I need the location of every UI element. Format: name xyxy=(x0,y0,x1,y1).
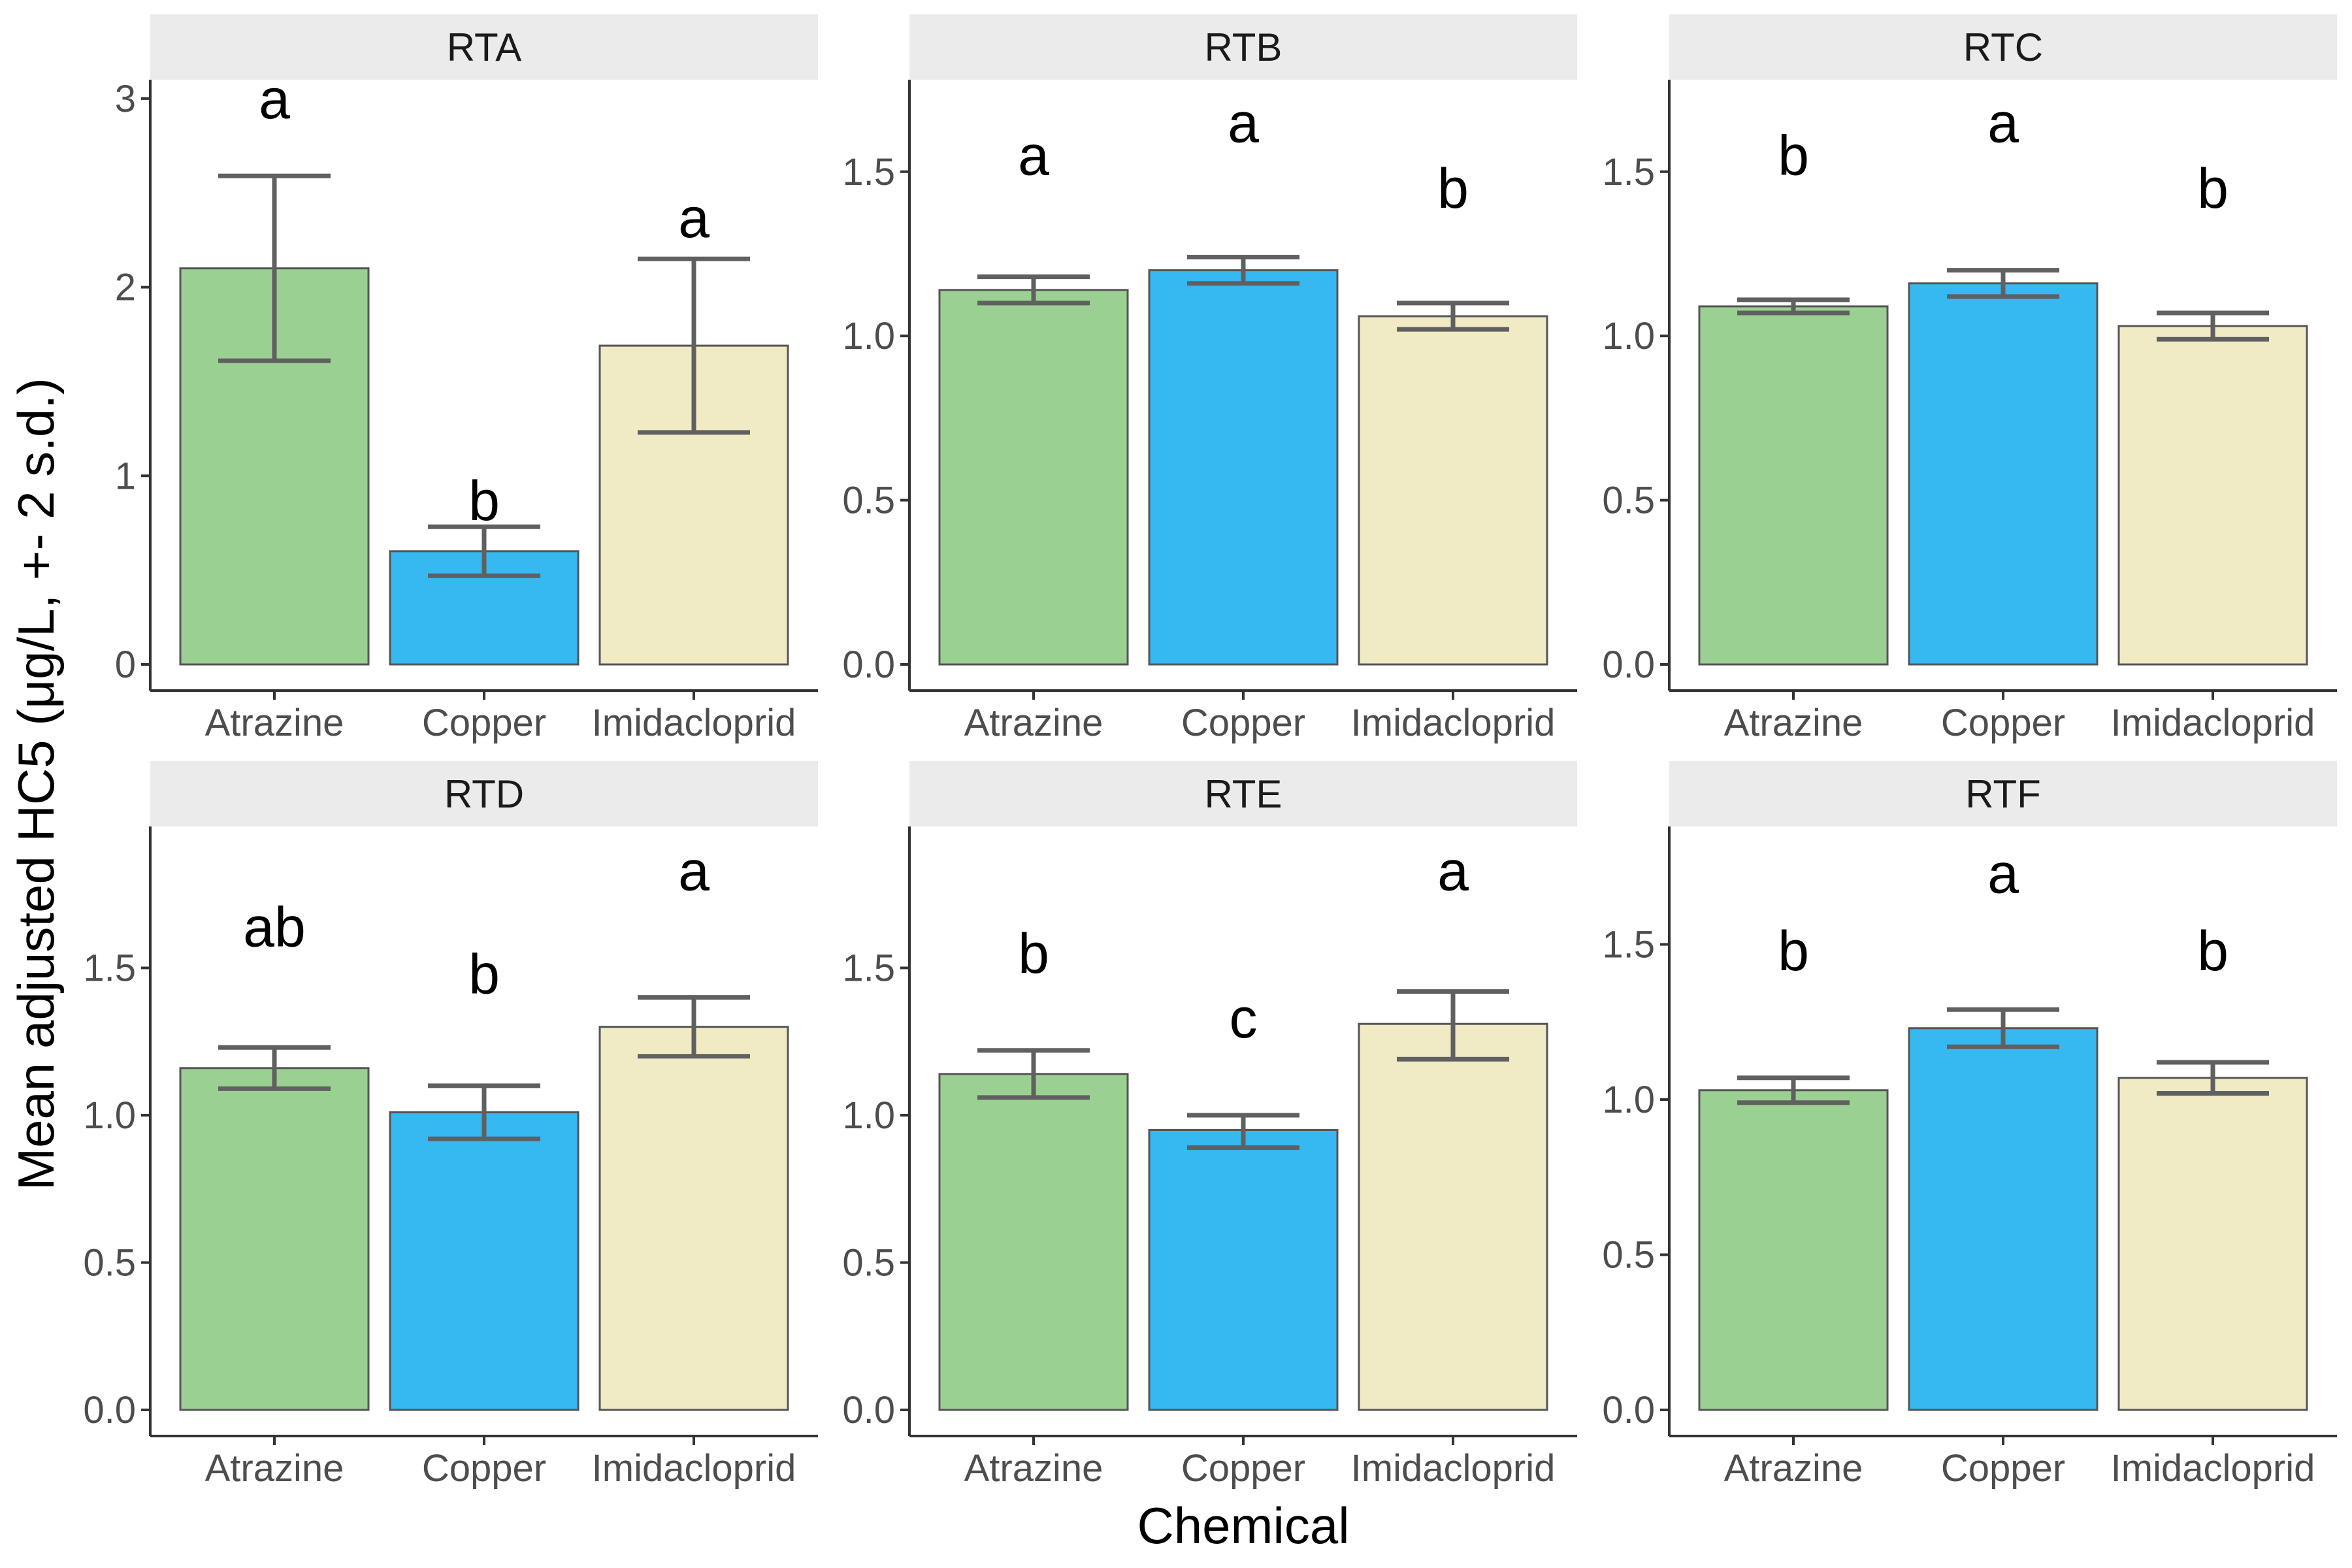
y-tick-label: 3 xyxy=(115,78,136,120)
x-tick-label: Atrazine xyxy=(964,1447,1103,1490)
significance-letter: a xyxy=(1437,840,1469,903)
y-tick-label: 2 xyxy=(115,267,136,309)
significance-letter: a xyxy=(1987,842,2019,905)
panel-rtf: RTF 0.0 0.5 1.0 1.5 Atrazine b Copper a Imidaclop… xyxy=(1602,761,2337,1490)
x-tick-label: Copper xyxy=(1181,1447,1305,1490)
significance-letter: a xyxy=(1228,91,1259,154)
bar-atrazine xyxy=(1698,1089,1889,1411)
y-tick-label: 0.0 xyxy=(1602,1389,1655,1431)
y-tick-label: 1.5 xyxy=(1602,924,1655,966)
x-tick-label: Imidacloprid xyxy=(592,702,796,744)
y-tick-label: 1.0 xyxy=(842,1094,895,1137)
bar-imidacloprid xyxy=(2117,1077,2308,1411)
x-axis-title: Chemical xyxy=(1137,1497,1349,1554)
bar-copper xyxy=(1908,282,2099,666)
facet-title: RTB xyxy=(1205,25,1282,69)
significance-letter: a xyxy=(678,840,710,903)
panel-rte: RTE 0.0 0.5 1.0 1.5 Atrazine b Copper c Imidaclop… xyxy=(842,761,1577,1490)
bar-atrazine xyxy=(938,289,1129,666)
y-tick-label: 1.0 xyxy=(1602,315,1655,357)
y-tick-label: 1.5 xyxy=(83,947,136,989)
x-tick-label: Copper xyxy=(422,1447,546,1490)
facet-panels: RTA 0 1 2 3 Atrazine a Copper b Imidacloprid a RTB 0… xyxy=(83,14,2337,1490)
bar-copper xyxy=(1148,269,1339,666)
x-tick-label: Copper xyxy=(1941,702,2065,744)
facet-strip xyxy=(150,14,818,80)
x-tick-label: Imidacloprid xyxy=(2111,702,2315,744)
x-tick-label: Imidacloprid xyxy=(1351,1447,1556,1490)
significance-letter: b xyxy=(468,943,500,1006)
bar-copper xyxy=(389,1111,580,1411)
facet-title: RTF xyxy=(1965,772,2041,816)
panel-rtd: RTD 0.0 0.5 1.0 1.5 Atrazine ab Copper b Imidaclo… xyxy=(83,761,818,1490)
y-tick-label: 1 xyxy=(115,455,136,497)
y-axis-title: Mean adjusted HC5 (μg/L, +- 2 s.d.) xyxy=(7,378,65,1190)
bar-copper xyxy=(1908,1027,2099,1411)
y-tick-label: 0.0 xyxy=(1602,644,1655,686)
x-tick-label: Atrazine xyxy=(1724,1447,1863,1490)
x-tick-label: Copper xyxy=(1941,1447,2065,1490)
facet-title: RTE xyxy=(1205,772,1282,816)
x-tick-label: Atrazine xyxy=(964,702,1103,744)
significance-letter: b xyxy=(1437,157,1469,220)
x-tick-label: Copper xyxy=(422,702,546,744)
significance-letter: b xyxy=(1018,923,1049,985)
panel-rtc: RTC 0.0 0.5 1.0 1.5 Atrazine b Copper a Imidaclop… xyxy=(1602,14,2337,744)
bar-imidacloprid xyxy=(598,1026,789,1411)
facet-strip xyxy=(1669,761,2337,826)
bar-imidacloprid xyxy=(1358,1022,1548,1411)
facet-strip xyxy=(909,14,1577,80)
facet-title: RTC xyxy=(1963,25,2043,69)
bar-imidacloprid xyxy=(2117,325,2308,666)
bar-atrazine xyxy=(938,1073,1129,1411)
significance-letter: b xyxy=(468,470,500,532)
y-tick-label: 1.5 xyxy=(1602,151,1655,193)
facet-strip xyxy=(909,761,1577,826)
y-tick-label: 0.5 xyxy=(1602,480,1655,522)
facet-strip xyxy=(150,761,818,826)
x-tick-label: Atrazine xyxy=(205,702,344,744)
y-tick-label: 1.0 xyxy=(842,315,895,357)
significance-letter: b xyxy=(1778,920,1809,983)
panel-rta: RTA 0 1 2 3 Atrazine a Copper b Imidacloprid a xyxy=(115,14,818,744)
x-tick-label: Atrazine xyxy=(205,1447,344,1490)
significance-letter: b xyxy=(1778,125,1809,188)
bar-imidacloprid xyxy=(1358,315,1548,666)
y-tick-label: 0.5 xyxy=(842,1241,895,1284)
significance-letter: b xyxy=(2197,157,2229,220)
facet-title: RTA xyxy=(447,25,521,69)
bar-atrazine xyxy=(179,1067,370,1411)
facet-strip xyxy=(1669,14,2337,80)
x-tick-label: Imidacloprid xyxy=(1351,702,1556,744)
significance-letter: b xyxy=(2197,920,2229,983)
y-tick-label: 0.0 xyxy=(83,1389,136,1431)
x-tick-label: Imidacloprid xyxy=(592,1447,796,1490)
bar-atrazine xyxy=(1698,305,1889,666)
bar-copper xyxy=(1148,1129,1339,1411)
y-tick-label: 0.0 xyxy=(842,644,895,686)
significance-letter: c xyxy=(1230,987,1258,1050)
facet-title: RTD xyxy=(444,772,524,816)
significance-letter: a xyxy=(1987,91,2019,154)
y-tick-label: 1.5 xyxy=(842,151,895,193)
significance-letter: ab xyxy=(243,896,306,958)
x-tick-label: Imidacloprid xyxy=(2111,1447,2315,1490)
y-tick-label: 1.0 xyxy=(83,1094,136,1137)
x-tick-label: Atrazine xyxy=(1724,702,1863,744)
y-tick-label: 0 xyxy=(115,644,136,686)
y-tick-label: 0.0 xyxy=(842,1389,895,1431)
significance-letter: a xyxy=(1018,125,1049,188)
y-tick-label: 1.5 xyxy=(842,947,895,989)
y-tick-label: 1.0 xyxy=(1602,1079,1655,1121)
significance-letter: a xyxy=(678,187,710,250)
x-tick-label: Copper xyxy=(1181,702,1305,744)
y-tick-label: 0.5 xyxy=(842,480,895,522)
panel-rtb: RTB 0.0 0.5 1.0 1.5 Atrazine a Copper a Imidaclop… xyxy=(842,14,1577,744)
bar-copper xyxy=(389,550,580,666)
significance-letter: a xyxy=(259,68,290,131)
y-tick-label: 0.5 xyxy=(1602,1234,1655,1277)
y-tick-label: 0.5 xyxy=(83,1241,136,1284)
